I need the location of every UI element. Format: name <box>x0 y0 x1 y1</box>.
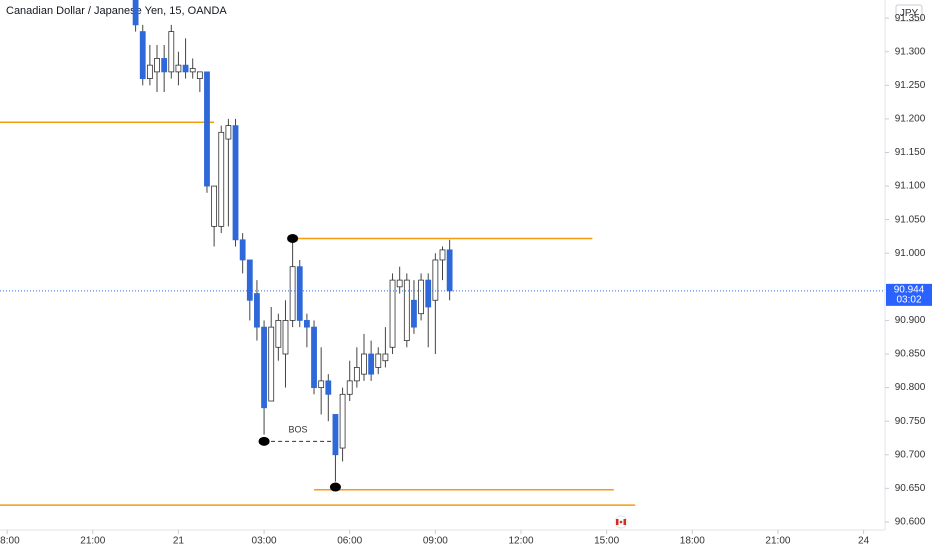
x-tick-label: 21:00 <box>80 536 105 547</box>
candle-body <box>139 31 146 79</box>
currency-label: JPY <box>900 8 919 19</box>
candle-body <box>132 0 139 26</box>
candle-body <box>439 249 446 261</box>
x-tick-label: 24 <box>858 536 870 547</box>
y-tick-label: 91.350 <box>895 13 926 24</box>
candle-body <box>361 353 367 375</box>
x-tick-label: 12:00 <box>508 536 533 547</box>
candle-body <box>396 279 403 288</box>
last-price-box <box>886 283 932 306</box>
candle-body <box>332 414 339 456</box>
candle-body <box>346 380 353 395</box>
swing-dot <box>258 436 270 446</box>
y-tick-label: 91.100 <box>895 181 926 192</box>
bos-label: BOS <box>288 425 307 435</box>
x-tick-label: 15:00 <box>594 536 619 547</box>
y-tick-label: 91.200 <box>895 114 926 125</box>
candle-body <box>325 380 332 395</box>
countdown-label: 03:02 <box>896 295 921 306</box>
candle-body <box>232 125 239 241</box>
candle-body <box>146 64 153 79</box>
candle-body <box>311 326 317 388</box>
flag-icon <box>614 515 628 529</box>
candle-body <box>268 326 275 402</box>
chart-title: Canadian Dollar / Japanese Yen, 15, OAND… <box>6 5 227 17</box>
currency-box[interactable] <box>895 4 923 22</box>
x-tick-label: 21:00 <box>765 536 790 547</box>
candle-body <box>282 320 289 355</box>
candle-body <box>296 266 303 321</box>
candle-body <box>403 279 410 341</box>
candle-body <box>425 279 432 308</box>
y-tick-label: 91.000 <box>895 248 926 259</box>
candle-body <box>289 266 296 321</box>
candle-body <box>339 393 346 449</box>
candle-body <box>175 64 182 73</box>
candle-body <box>168 31 175 73</box>
candle-body <box>353 367 360 382</box>
x-tick-label: 18:00 <box>0 536 20 547</box>
x-tick-label: 03:00 <box>252 536 277 547</box>
y-tick-label: 91.300 <box>895 46 926 57</box>
candle-body <box>318 380 325 388</box>
x-tick-label: 09:00 <box>423 536 448 547</box>
candle-body <box>432 259 439 301</box>
candle-body <box>368 353 375 375</box>
candle-body <box>446 249 453 292</box>
candle-body <box>196 71 203 79</box>
candle-body <box>246 259 253 301</box>
y-tick-label: 90.850 <box>895 349 926 360</box>
last-price-label: 90.944 <box>894 285 925 296</box>
y-tick-label: 90.750 <box>895 416 926 427</box>
x-tick-label: 18:00 <box>680 536 705 547</box>
candle-body <box>389 279 396 348</box>
candle-body <box>375 353 382 368</box>
candle-body <box>411 299 417 328</box>
candle-body <box>218 131 225 227</box>
y-tick-label: 90.800 <box>895 382 926 393</box>
candle-body <box>204 71 210 187</box>
candle-body <box>418 279 424 315</box>
x-tick-label: 21 <box>173 536 185 547</box>
candle-body <box>303 320 310 328</box>
candle-body <box>261 326 267 409</box>
y-tick-label: 90.650 <box>895 483 926 494</box>
candle-body <box>225 125 232 140</box>
y-tick-label: 91.050 <box>895 214 926 225</box>
candle-body <box>239 239 246 261</box>
swing-dot <box>287 233 299 243</box>
y-tick-label: 90.600 <box>895 517 926 528</box>
candle-body <box>254 293 260 328</box>
candle-body <box>275 320 282 348</box>
candle-body <box>211 185 218 227</box>
y-tick-label: 90.700 <box>895 449 926 460</box>
candle-body <box>189 68 196 73</box>
plot <box>0 0 636 506</box>
y-tick-label: 91.250 <box>895 80 926 91</box>
y-tick-label: 91.150 <box>895 147 926 158</box>
swing-dot <box>329 482 341 492</box>
y-tick-label: 90.900 <box>895 315 926 326</box>
x-tick-label: 06:00 <box>337 536 362 547</box>
candle-body <box>154 58 160 73</box>
candle-body <box>182 64 189 73</box>
candle-body <box>161 58 168 73</box>
candle-body <box>382 353 389 362</box>
